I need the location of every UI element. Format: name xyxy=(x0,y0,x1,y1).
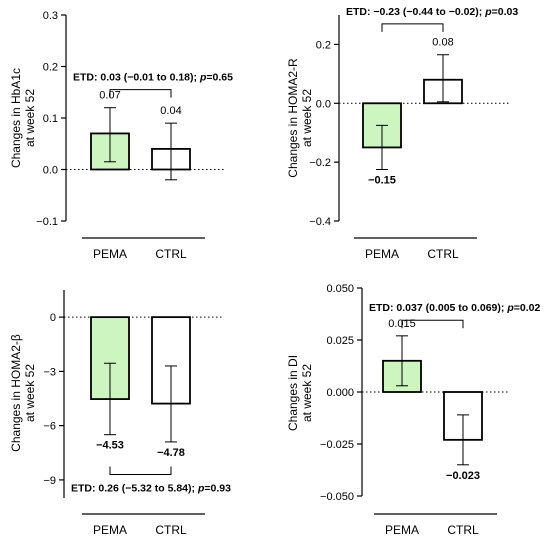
y-axis-label-line: at week 52 xyxy=(23,89,37,147)
category-label: PEMA xyxy=(385,523,419,537)
y-axis-label-line: Changes in DI xyxy=(286,355,300,431)
etd-text: ETD: 0.26 (−5.32 to 5.84); xyxy=(71,482,198,494)
p-symbol: p xyxy=(197,482,205,494)
y-tick-label: 0.2 xyxy=(316,39,331,51)
y-tick-label: 0.025 xyxy=(326,335,354,347)
y-tick-label: 0 xyxy=(50,312,56,324)
etd-annotation: ETD: 0.26 (−5.32 to 5.84); p=0.93 xyxy=(71,482,231,494)
category-label: CTRL xyxy=(155,523,187,537)
y-tick-label: 0.0 xyxy=(316,98,331,110)
p-value: =0.02 xyxy=(514,302,541,314)
comparison-bracket xyxy=(109,466,172,475)
y-tick-label: −0.1 xyxy=(36,216,58,228)
p-value: =0.93 xyxy=(204,482,231,494)
y-axis-label-line: at week 52 xyxy=(23,364,37,422)
chart-panel-4: −0.050 −0.025 0.000 0.025 0.050 Changes in DI… xyxy=(286,283,540,537)
y-axis-label: Changes in HOMA2-βat week 52 xyxy=(9,334,37,452)
y-tick-label: −6 xyxy=(43,421,56,433)
category-label: CTRL xyxy=(155,247,187,261)
category-label: CTRL xyxy=(447,523,479,537)
etd-text: ETD: −0.23 (−0.44 to −0.02); xyxy=(346,6,485,18)
comparison-bracket xyxy=(381,23,444,32)
data-label: 0.08 xyxy=(432,37,453,49)
y-tick-label: 0.2 xyxy=(43,62,58,74)
data-label: −0.15 xyxy=(368,175,396,187)
category-label: PEMA xyxy=(365,247,399,261)
p-value: =0.03 xyxy=(492,6,519,18)
y-tick-label: −9 xyxy=(43,475,56,487)
category-label: CTRL xyxy=(427,247,459,261)
etd-annotation: ETD: −0.23 (−0.44 to −0.02); p=0.03 xyxy=(346,6,518,18)
y-tick-label: 0.1 xyxy=(43,113,58,125)
p-symbol: p xyxy=(199,72,207,84)
y-tick-label: −3 xyxy=(43,366,56,378)
y-axis-label-line: Changes in HOMA2-β xyxy=(9,334,23,452)
y-tick-label: 0.3 xyxy=(43,10,58,22)
comparison-bracket xyxy=(401,319,464,329)
y-axis-label-line: at week 52 xyxy=(300,89,314,147)
y-tick-label: −0.4 xyxy=(309,216,331,228)
y-tick-label: −0.050 xyxy=(320,491,354,503)
p-symbol: p xyxy=(484,6,492,18)
p-symbol: p xyxy=(506,302,514,314)
etd-text: ETD: 0.03 (−0.01 to 0.18); xyxy=(73,72,200,84)
data-label: 0.04 xyxy=(160,105,181,117)
y-axis-label-line: Changes in HOMA2-R xyxy=(286,58,300,178)
etd-text: ETD: 0.037 (0.005 to 0.069); xyxy=(369,302,507,314)
data-label: −4.53 xyxy=(96,440,124,452)
y-tick-label: −0.2 xyxy=(309,157,331,169)
chart-panel-1: −0.1 0.0 0.1 0.2 0.3 Changes in HbA1cat week … xyxy=(9,10,233,261)
data-label: −0.023 xyxy=(446,470,480,482)
data-label: −4.78 xyxy=(157,447,185,459)
y-tick-label: 0.0 xyxy=(43,165,58,177)
p-value: =0.65 xyxy=(206,72,233,84)
etd-annotation: ETD: 0.03 (−0.01 to 0.18); p=0.65 xyxy=(73,72,233,84)
y-tick-label: 0.050 xyxy=(326,283,354,295)
y-axis-label: Changes in HbA1cat week 52 xyxy=(9,68,37,168)
y-axis-label: Changes in HOMA2-Rat week 52 xyxy=(286,58,314,178)
category-label: PEMA xyxy=(93,247,127,261)
y-axis-label: Changes in DIat week 52 xyxy=(286,355,314,431)
y-axis-label-line: at week 52 xyxy=(300,364,314,422)
category-label: PEMA xyxy=(93,523,127,537)
chart-panel-3: −9 −6 −3 0 Changes in HOMA2-βat week 52 −4.53… xyxy=(9,290,231,537)
comparison-bracket xyxy=(109,89,172,98)
y-tick-label: 0.000 xyxy=(326,387,354,399)
etd-annotation: ETD: 0.037 (0.005 to 0.069); p=0.02 xyxy=(369,302,540,314)
y-tick-label: −0.025 xyxy=(320,439,354,451)
y-axis-label-line: Changes in HbA1c xyxy=(9,68,23,168)
